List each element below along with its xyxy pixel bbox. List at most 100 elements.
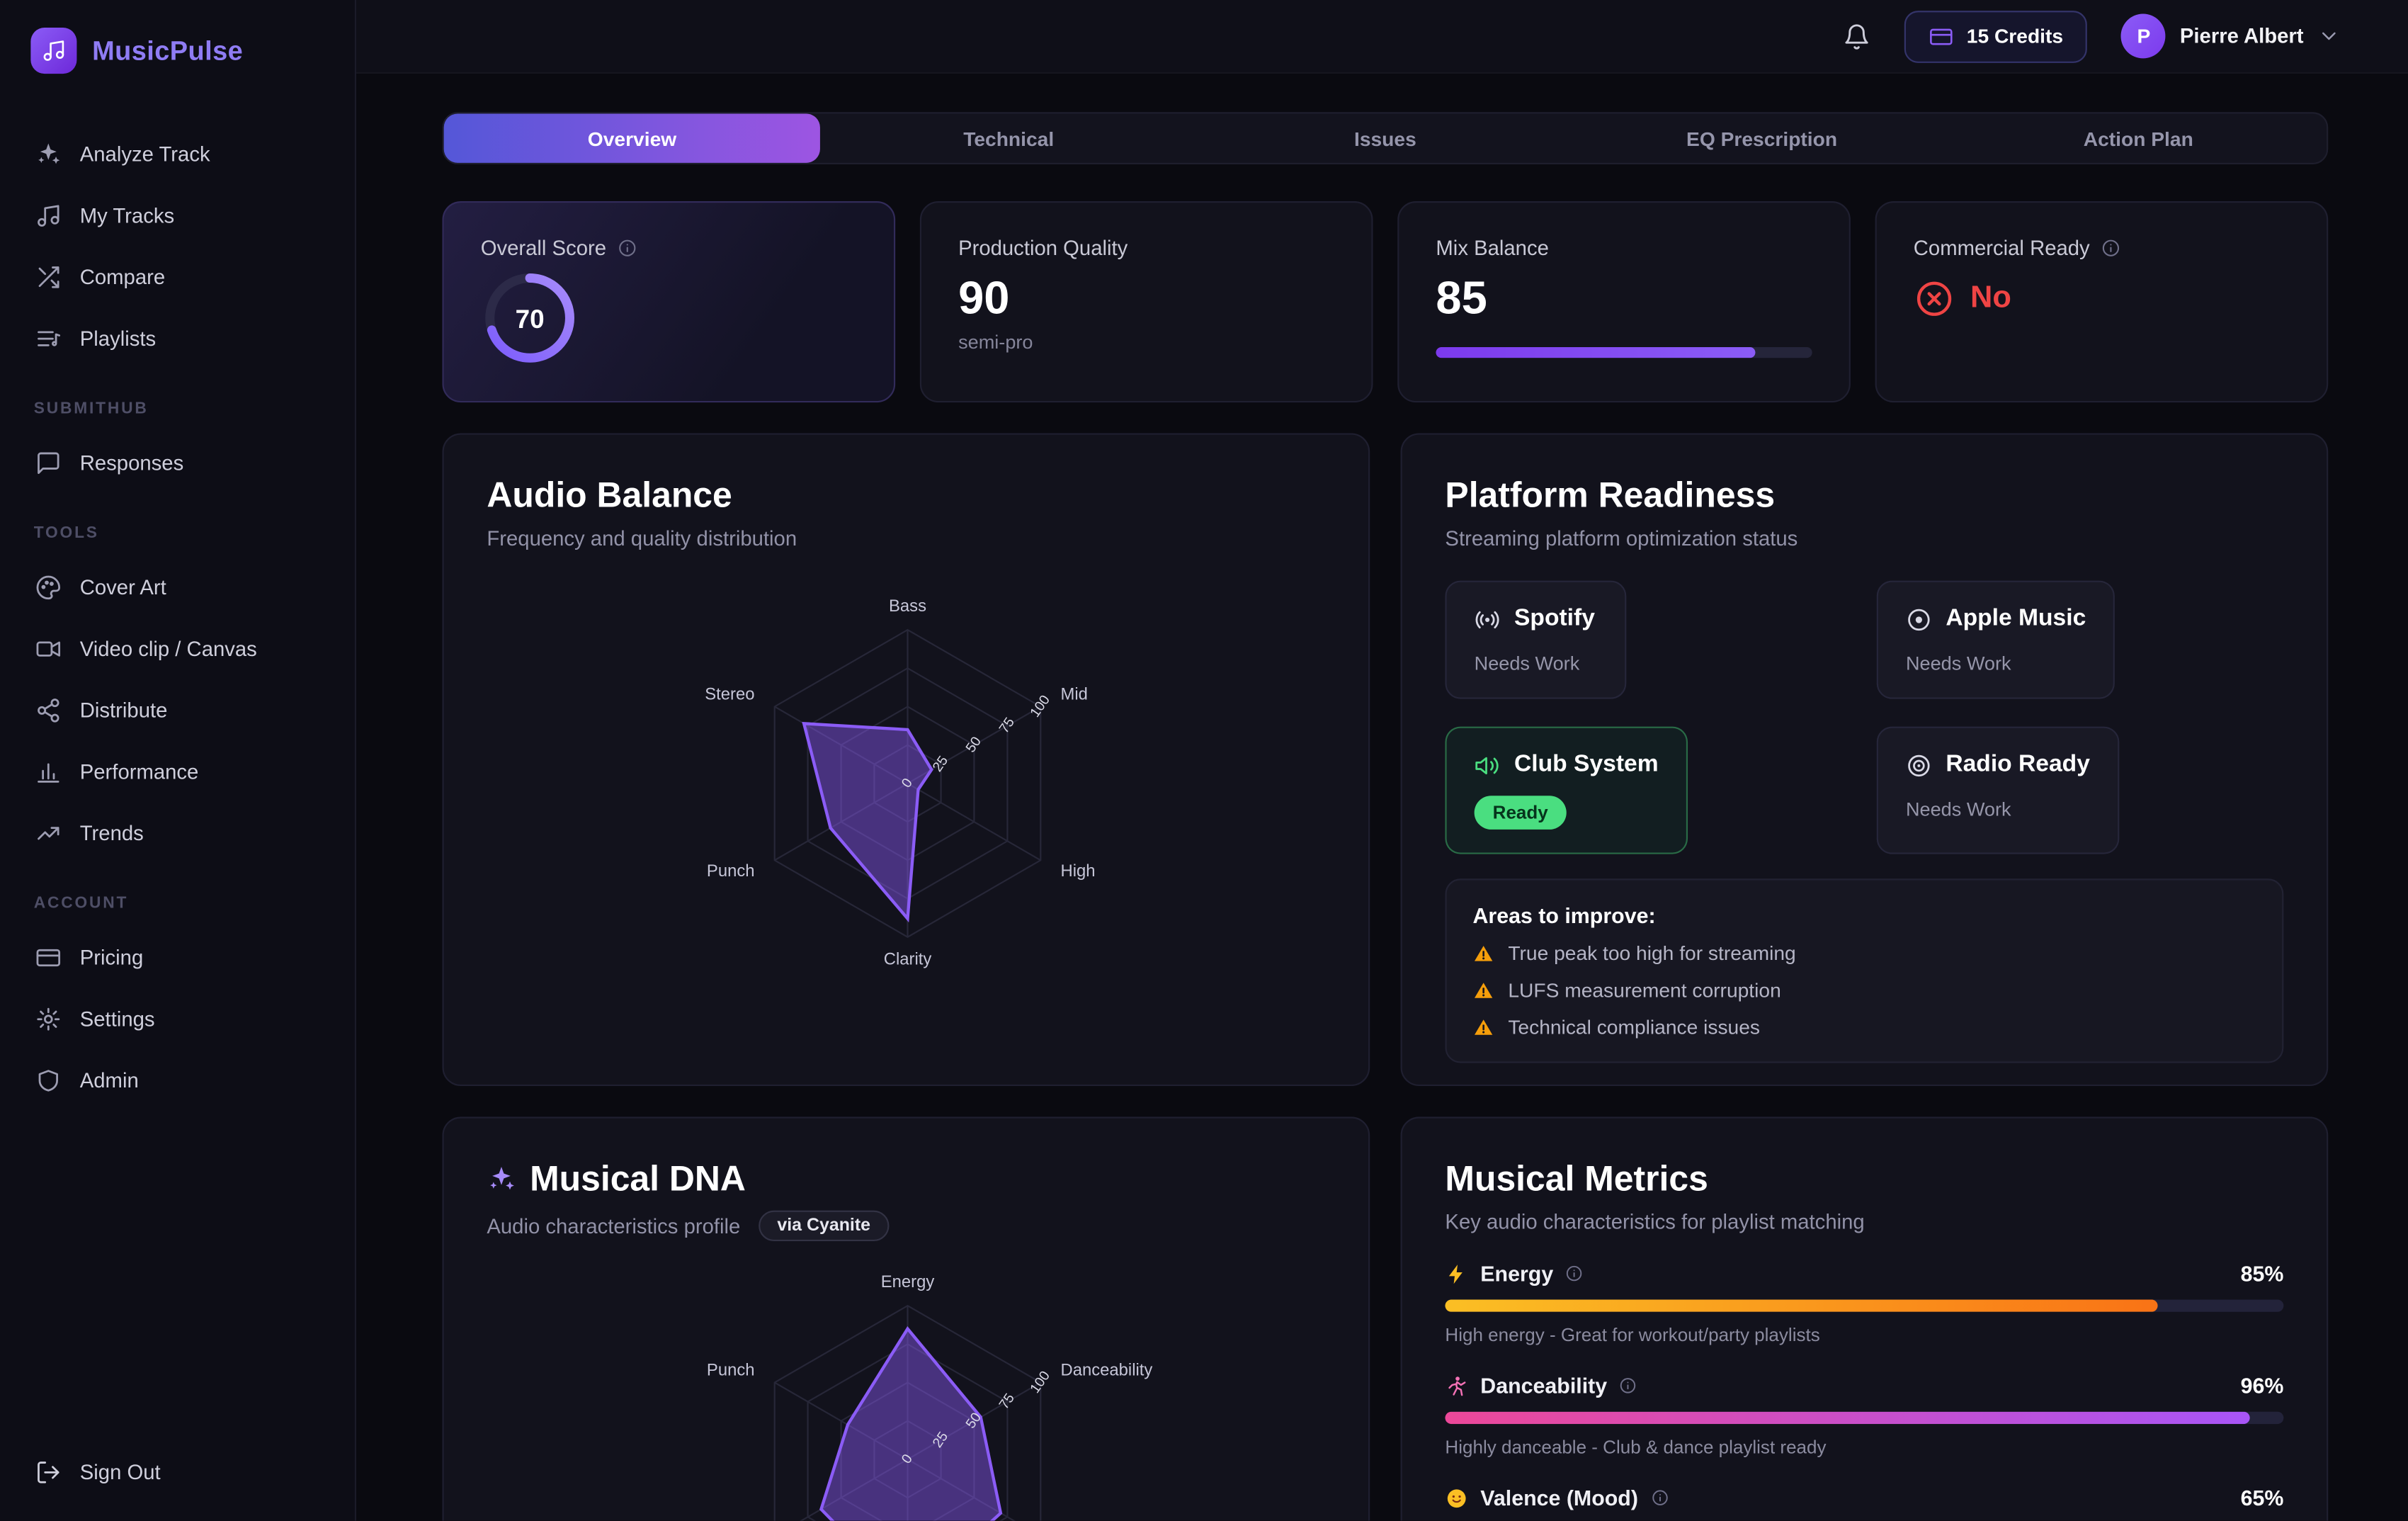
- areas-to-improve-list: True peak too high for streaming LUFS mea…: [1472, 942, 2256, 1039]
- music-note-icon: [30, 28, 77, 74]
- mix-balance-card: Mix Balance 85: [1397, 201, 1851, 403]
- platform-tile-spotify[interactable]: Spotify Needs Work: [1445, 580, 1627, 699]
- sidebar-item-settings[interactable]: Settings: [25, 988, 331, 1049]
- svg-text:100: 100: [1027, 692, 1053, 720]
- sidebar-item-performance[interactable]: Performance: [25, 740, 331, 802]
- commercial-ready-card: Commercial Ready No: [1875, 201, 2329, 403]
- svg-text:Punch: Punch: [707, 1361, 755, 1380]
- sidebar-item-label: Admin: [79, 1068, 139, 1092]
- dancer-icon: [1445, 1374, 1468, 1398]
- sidebar-item-distribute[interactable]: Distribute: [25, 679, 331, 740]
- notifications-button[interactable]: [1842, 22, 1870, 50]
- sidebar-nav: Analyze Track My Tracks Compare Playlists SU…: [25, 123, 331, 1110]
- audio-balance-card: Audio Balance Frequency and quality dist…: [442, 433, 1370, 1087]
- share-icon: [35, 696, 62, 723]
- platform-name: Spotify: [1514, 605, 1595, 632]
- musical-dna-heading: Musical DNA: [530, 1158, 746, 1199]
- platform-tile-club-system[interactable]: Club System Ready: [1445, 726, 1688, 854]
- status-text: Needs Work: [1474, 652, 1580, 674]
- svg-text:70: 70: [516, 305, 545, 334]
- info-icon[interactable]: [2101, 238, 2120, 258]
- palette-icon: [35, 574, 62, 600]
- sidebar-item-compare[interactable]: Compare: [25, 246, 331, 307]
- svg-text:High: High: [1060, 861, 1095, 881]
- platform-tiles: Spotify Needs Work Apple Music Needs Wor…: [1445, 580, 2283, 854]
- mix-balance-title: Mix Balance: [1436, 236, 1549, 260]
- sidebar-item-playlists[interactable]: Playlists: [25, 307, 331, 369]
- info-icon[interactable]: [617, 238, 637, 258]
- sidebar-item-label: Settings: [79, 1007, 155, 1030]
- sidebar-item-cover-art[interactable]: Cover Art: [25, 556, 331, 618]
- areas-to-improve: Areas to improve: True peak too high for…: [1445, 878, 2284, 1063]
- sidebar-item-label: Cover Art: [79, 575, 166, 599]
- status-badge: Ready: [1474, 796, 1567, 830]
- panels-grid: Audio Balance Frequency and quality dist…: [442, 433, 2329, 1521]
- sidebar: MusicPulse Analyze Track My Tracks Compare…: [0, 0, 357, 1521]
- sign-out-button[interactable]: Sign Out: [25, 1449, 331, 1496]
- tab-action-plan[interactable]: Action Plan: [2083, 126, 2193, 150]
- info-icon: [1650, 1488, 1669, 1507]
- sidebar-section-submithub: SUBMITHUB: [33, 399, 149, 418]
- sidebar-item-analyze-track[interactable]: Analyze Track: [25, 123, 331, 184]
- bell-icon: [1842, 22, 1870, 50]
- main-content: Overview Technical Issues EQ Prescription Ac…: [356, 74, 2408, 1521]
- sidebar-item-label: My Tracks: [79, 203, 175, 227]
- sidebar-item-label: Playlists: [79, 326, 157, 350]
- sparkles-icon: [35, 140, 62, 166]
- speaker-icon: [1475, 752, 1501, 778]
- platform-tile-apple-music[interactable]: Apple Music Needs Work: [1876, 580, 2115, 699]
- sidebar-item-trends[interactable]: Trends: [25, 802, 331, 864]
- sidebar-item-admin[interactable]: Admin: [25, 1049, 331, 1111]
- overall-score-card: Overall Score 70: [442, 201, 896, 403]
- warning-icon: [1472, 942, 1494, 963]
- bar-chart-icon: [35, 758, 62, 784]
- avatar: P: [2121, 13, 2166, 59]
- sidebar-item-label: Performance: [79, 759, 199, 783]
- improve-item: LUFS measurement corruption: [1472, 978, 2256, 1002]
- tab-technical[interactable]: Technical: [963, 126, 1055, 150]
- tab-overview[interactable]: Overview: [443, 113, 821, 163]
- stat-cards-row: Overall Score 70 Production Quality 90 s…: [442, 201, 2329, 403]
- overall-score-ring: 70: [481, 268, 857, 375]
- platform-name: Club System: [1514, 751, 1659, 778]
- platform-name: Radio Ready: [1946, 751, 2090, 778]
- commercial-ready-value: No: [1970, 281, 2011, 315]
- platform-name: Apple Music: [1946, 605, 2086, 632]
- sidebar-item-label: Analyze Track: [79, 142, 210, 166]
- production-quality-title: Production Quality: [958, 236, 1128, 260]
- sidebar-item-my-tracks[interactable]: My Tracks: [25, 184, 331, 246]
- sidebar-section-tools: TOOLS: [33, 524, 99, 543]
- x-circle-icon: [1914, 278, 1955, 320]
- improve-item: True peak too high for streaming: [1472, 942, 2256, 965]
- playlist-icon: [35, 325, 62, 351]
- sidebar-item-video-clip-canvas[interactable]: Video clip / Canvas: [25, 618, 331, 679]
- svg-text:75: 75: [996, 715, 1018, 737]
- credits-button[interactable]: 15 Credits: [1903, 10, 2088, 62]
- credit-card-icon: [35, 944, 62, 970]
- platform-tile-radio-ready[interactable]: Radio Ready Needs Work: [1876, 726, 2120, 854]
- metric-value: 96%: [2240, 1373, 2284, 1398]
- warning-icon: [1472, 1016, 1494, 1037]
- musical-metrics-card: Musical Metrics Key audio characteristic…: [1400, 1116, 2329, 1521]
- svg-text:Energy: Energy: [881, 1272, 935, 1291]
- production-quality-value: 90: [958, 273, 1010, 324]
- metric-label: Valence (Mood): [1480, 1485, 1638, 1510]
- tab-issues[interactable]: Issues: [1353, 126, 1416, 150]
- improve-item: Technical compliance issues: [1472, 1015, 2256, 1039]
- platform-readiness-subtitle: Streaming platform optimization status: [1445, 526, 1798, 550]
- topbar: 15 Credits P Pierre Albert: [356, 0, 2408, 74]
- platform-readiness-card: Platform Readiness Streaming platform op…: [1400, 433, 2329, 1087]
- tab-eq-prescription[interactable]: EQ Prescription: [1686, 126, 1838, 150]
- svg-text:Mid: Mid: [1060, 684, 1087, 703]
- commercial-ready-title: Commercial Ready: [1914, 237, 2290, 259]
- metric-energy: Energy 85% High energy - Great for worko…: [1445, 1261, 2284, 1345]
- areas-to-improve-title: Areas to improve:: [1472, 903, 1656, 928]
- sidebar-item-responses[interactable]: Responses: [25, 431, 331, 493]
- user-menu[interactable]: P Pierre Albert: [2121, 13, 2341, 59]
- app-logo[interactable]: MusicPulse: [25, 21, 331, 79]
- logout-icon: [35, 1459, 62, 1486]
- sidebar-item-pricing[interactable]: Pricing: [25, 927, 331, 988]
- info-icon: [1566, 1265, 1584, 1283]
